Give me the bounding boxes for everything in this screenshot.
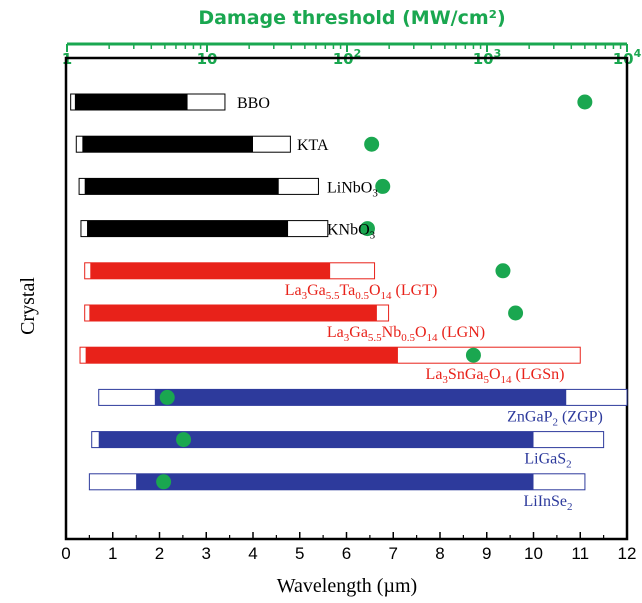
- x-tick-label: 12: [618, 544, 637, 563]
- x-tick-label: 0: [61, 544, 70, 563]
- x-tick-label: 7: [389, 544, 398, 563]
- x-tick-label: 11: [571, 544, 589, 563]
- operating-range-bar: [154, 389, 567, 406]
- x-axis-label: Wavelength (µm): [277, 575, 417, 597]
- damage-threshold-marker: [508, 305, 524, 321]
- damage-threshold-marker: [495, 263, 511, 279]
- crystal-label: La3Ga5.5Nb0.5O14 (LGN): [327, 324, 485, 344]
- x-tick-label: 9: [482, 544, 491, 563]
- operating-range-bar: [87, 220, 289, 237]
- crystal-bars: [70, 93, 628, 491]
- damage-threshold-markers: [156, 94, 593, 490]
- operating-range-bar: [89, 305, 377, 321]
- damage-threshold-marker: [465, 347, 481, 363]
- x-tick-label: 4: [248, 544, 257, 563]
- crystal-label: KNbO3: [327, 222, 376, 242]
- x-tick-label: 5: [295, 544, 304, 563]
- x-tick-label: 2: [155, 544, 164, 563]
- operating-range-bar: [85, 347, 398, 364]
- top-axis-ticks: 1 10 102 103 104: [62, 44, 642, 68]
- crystal-label: KTA: [297, 137, 329, 154]
- damage-threshold-marker: [159, 389, 175, 405]
- crystal-label: LiGaS2: [524, 451, 571, 471]
- crystal-labels: BBO KTA LiNbO3 KNbO3 La3Ga5.5Ta0.5O14 (LGT) L…: [237, 95, 603, 513]
- crystal-label: La3SnGa5O14 (LGSn): [426, 366, 565, 386]
- operating-range-bar: [82, 136, 253, 153]
- x-tick-label: 3: [202, 544, 211, 563]
- operating-range-bar: [136, 473, 534, 490]
- damage-threshold-marker: [359, 221, 375, 237]
- x-tick-label: 6: [342, 544, 351, 563]
- crystal-label: La3Ga5.5Ta0.5O14 (LGT): [285, 282, 438, 302]
- operating-range-bar: [90, 262, 331, 279]
- crystal-label: BBO: [237, 95, 270, 112]
- x-tick-label: 1: [108, 544, 117, 563]
- operating-range-bar: [74, 94, 188, 110]
- crystal-label: LiNbO3: [327, 179, 378, 199]
- crystal-label: ZnGaP2 (ZGP): [507, 408, 603, 428]
- bottom-axis-ticks: 0 1 2 3 4 5 6 7 8 9 10 11 12: [61, 532, 636, 563]
- operating-range-bar: [98, 431, 534, 448]
- damage-threshold-marker: [577, 94, 593, 110]
- damage-threshold-marker: [375, 178, 391, 194]
- top-axis-title: Damage threshold (MW/cm²): [198, 7, 505, 29]
- crystal-label: LiInSe2: [523, 493, 572, 513]
- x-tick-label: 10: [524, 544, 543, 563]
- damage-threshold-marker: [176, 432, 192, 448]
- y-axis-label: Crystal: [17, 277, 39, 335]
- damage-threshold-marker: [156, 474, 172, 490]
- damage-threshold-marker: [364, 136, 380, 152]
- x-tick-label: 8: [435, 544, 444, 563]
- operating-range-bar: [84, 178, 279, 195]
